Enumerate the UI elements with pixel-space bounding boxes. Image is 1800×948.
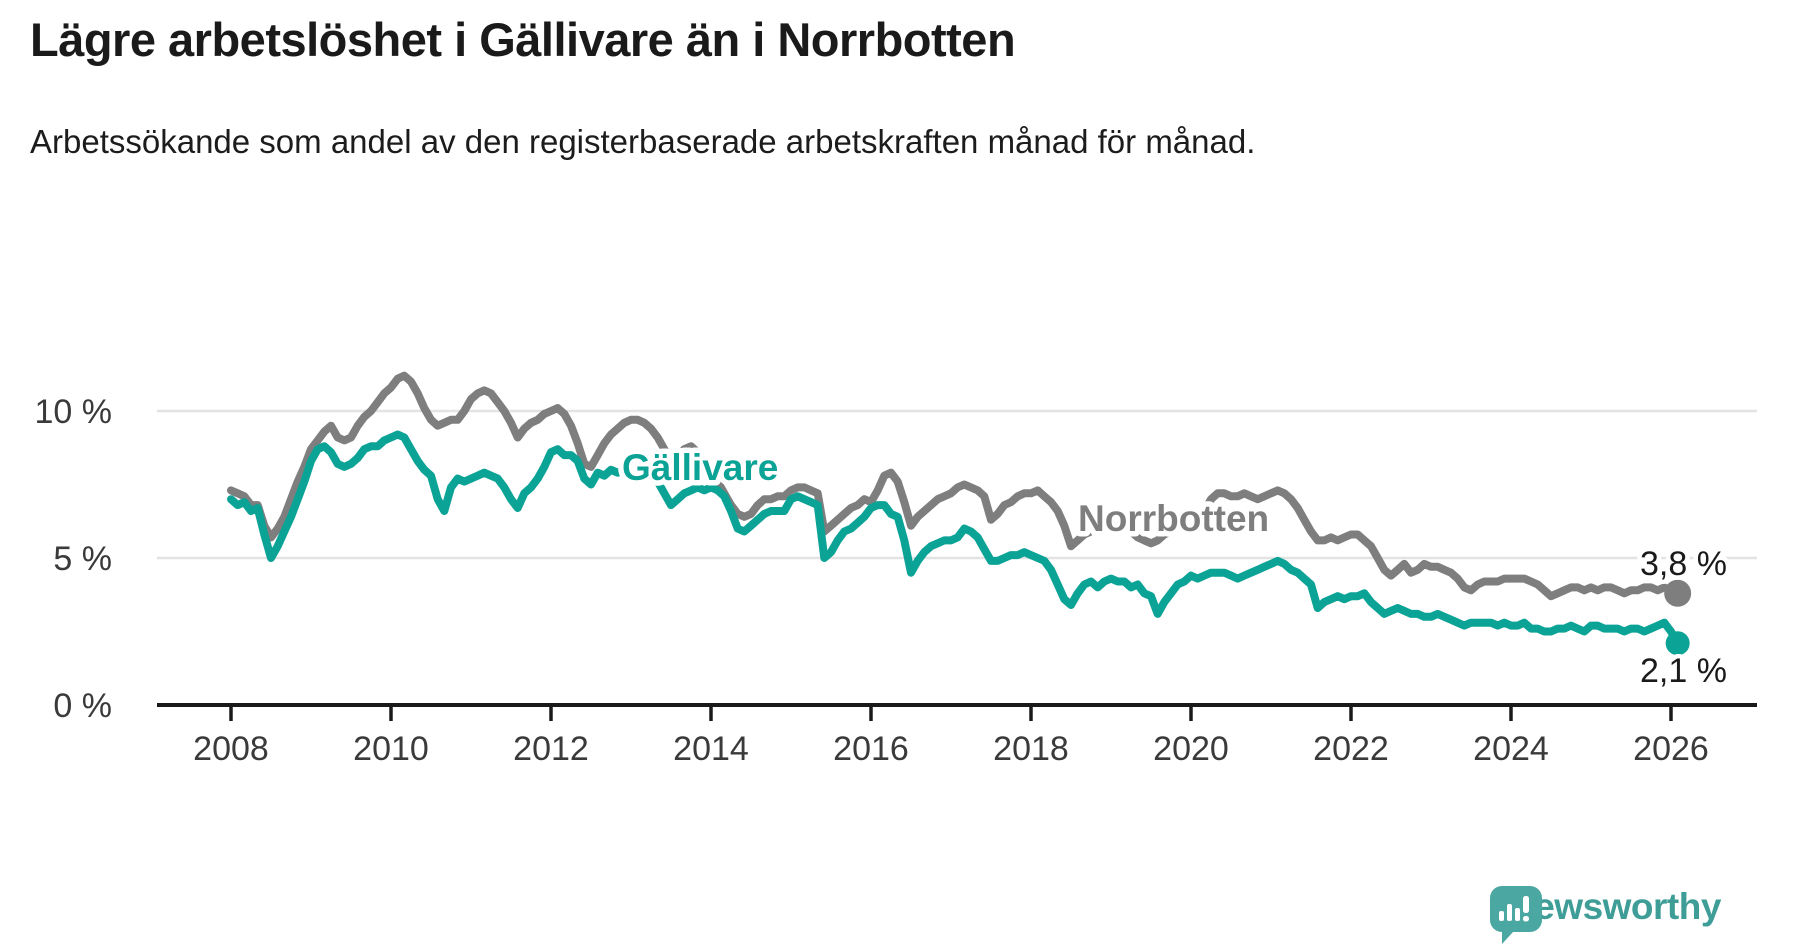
chart-title: Lägre arbetslöshet i Gällivare än i Norr… <box>30 13 1016 66</box>
y-tick-label: 5 % <box>53 540 112 578</box>
y-tick-label: 0 % <box>53 687 112 725</box>
x-tick-label: 2018 <box>993 730 1069 768</box>
chart-subtitle: Arbetssökande som andel av den registerb… <box>30 123 1256 160</box>
end-value-gallivare: 2,1 % <box>1640 652 1727 690</box>
x-tick-label: 2020 <box>1153 730 1229 768</box>
series-line-norrbotten <box>227 371 1682 601</box>
y-axis-labels: 0 % 5 % 10 % <box>35 393 113 725</box>
newsworthy-wordmark: Newsworthy <box>1508 886 1721 927</box>
series-label-gallivare: Gällivare <box>622 447 778 488</box>
newsworthy-logo: Newsworthy <box>1490 886 1721 944</box>
series-lines <box>227 371 1692 656</box>
end-dot-norrbotten <box>1664 579 1692 607</box>
end-value-norrbotten: 3,8 % <box>1640 545 1727 583</box>
series-line-gllivare <box>227 430 1682 648</box>
x-axis <box>157 703 1757 721</box>
x-tick-label: 2008 <box>193 730 269 768</box>
bar-chart-icon <box>1490 886 1542 944</box>
x-tick-label: 2024 <box>1473 730 1549 768</box>
x-tick-label: 2016 <box>833 730 909 768</box>
x-tick-label: 2026 <box>1633 730 1709 768</box>
x-tick-label: 2012 <box>513 730 589 768</box>
x-axis-labels: 2008 2010 2012 2014 2016 2018 2020 2022 2024 2026 <box>193 730 1709 768</box>
end-dot-gllivare <box>1665 631 1690 656</box>
x-tick-label: 2014 <box>673 730 749 768</box>
x-tick-label: 2022 <box>1313 730 1389 768</box>
x-tick-label: 2010 <box>353 730 429 768</box>
y-tick-label: 10 % <box>35 393 113 431</box>
series-label-norrbotten: Norrbotten <box>1078 498 1269 539</box>
